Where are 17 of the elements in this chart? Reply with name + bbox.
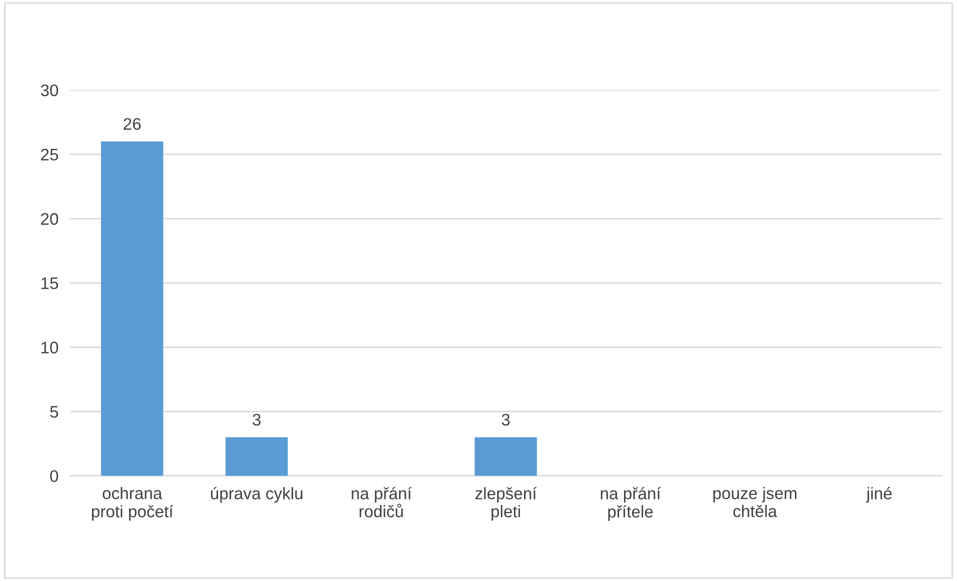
x-tick-label: úprava cyklu xyxy=(211,486,302,503)
y-tick-label: 15 xyxy=(41,278,58,290)
y-tick-label: 25 xyxy=(41,148,58,161)
y-tick-label: 5 xyxy=(50,406,58,418)
data-label: 3 xyxy=(252,414,261,426)
data-label: 26 xyxy=(124,118,141,130)
y-tick-label: 20 xyxy=(41,213,58,225)
x-tick-label: na přání rodičů xyxy=(352,486,412,518)
y-tick-label: 0 xyxy=(50,470,58,482)
x-tick-label: zlepšení pleti xyxy=(475,486,537,521)
data-label: 3 xyxy=(502,414,510,426)
x-tick-label: ochrana proti početí xyxy=(92,486,174,521)
y-tick-label: 30 xyxy=(40,84,58,96)
x-tick-label: na přání přítele xyxy=(600,486,661,521)
x-tick-label: jiné xyxy=(866,486,892,503)
y-tick-label: 10 xyxy=(41,342,58,354)
x-tick-label: pouze jsem chtěla xyxy=(713,486,796,518)
